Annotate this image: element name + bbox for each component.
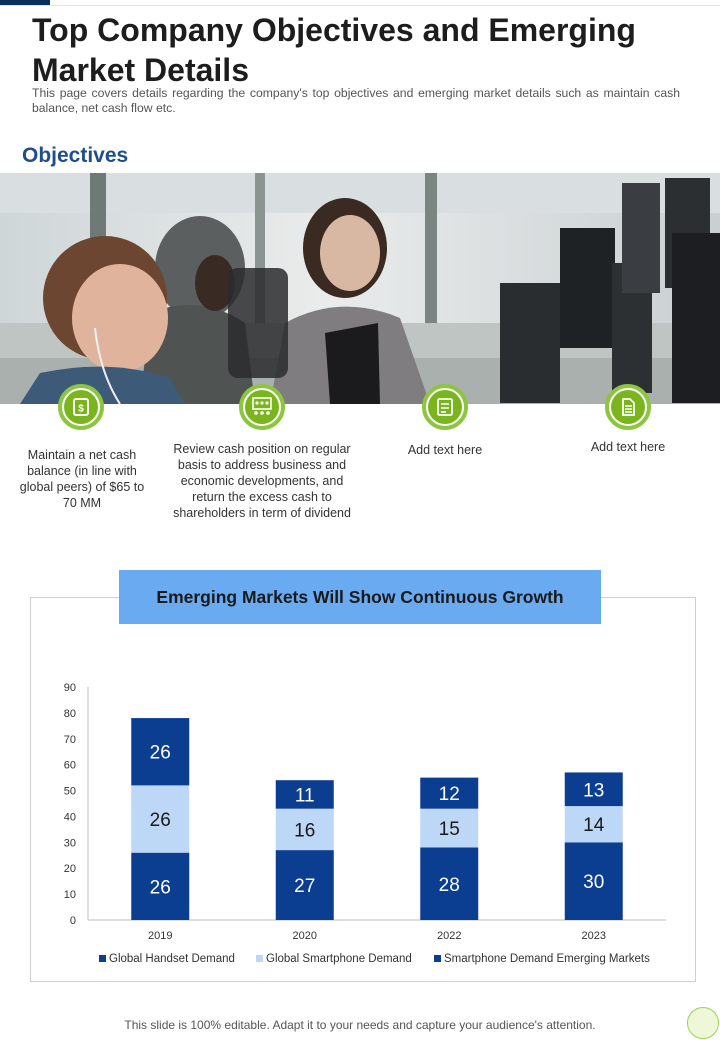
- office-team-photo: [0, 173, 720, 404]
- objective-3-text: Add text here: [407, 443, 483, 457]
- page-title: Top Company Objectives and Emerging Mark…: [32, 12, 636, 88]
- chart-frame: [30, 597, 696, 982]
- objectives-heading: Objectives: [22, 144, 129, 167]
- top-accent-bar: [0, 0, 50, 5]
- objective-4-text: Add text here: [590, 440, 666, 454]
- footer-note: This slide is 100% editable. Adapt it to…: [124, 1018, 596, 1032]
- objective-1-text: Maintain a net cash balance (in line wit…: [19, 448, 145, 510]
- objective-2-text: Review cash position on regular basis to…: [173, 442, 351, 520]
- page-description: This page covers details regarding the c…: [32, 86, 680, 115]
- top-divider: [0, 5, 720, 6]
- checklist-icon: [422, 384, 468, 430]
- document-icon: [605, 384, 651, 430]
- team-presentation-icon: [239, 384, 285, 430]
- svg-text:$: $: [78, 404, 84, 415]
- chart-title: Emerging Markets Will Show Continuous Gr…: [119, 570, 601, 624]
- corner-circle-decoration: [687, 1007, 719, 1039]
- cash-icon: $: [58, 384, 104, 430]
